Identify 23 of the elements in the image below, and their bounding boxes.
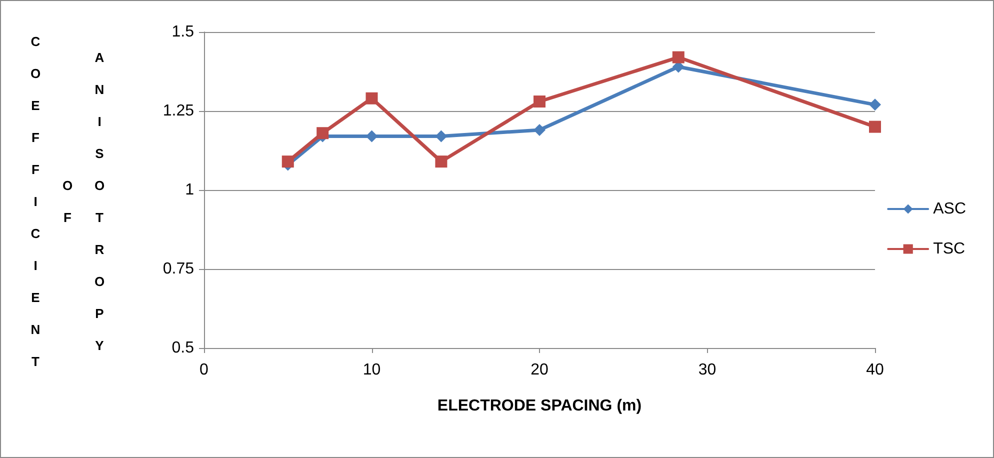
y-tick-label: 0.5 bbox=[172, 340, 194, 356]
point bbox=[366, 92, 378, 104]
point bbox=[869, 120, 881, 133]
point bbox=[534, 124, 546, 136]
x-axis-title: ELECTRODE SPACING (m) bbox=[437, 398, 642, 414]
y-tick-label: 1.25 bbox=[162, 102, 194, 120]
point bbox=[672, 51, 684, 64]
point bbox=[869, 98, 881, 111]
point bbox=[282, 156, 294, 168]
legend-label: ASC bbox=[933, 200, 966, 218]
x-tick-label: 0 bbox=[200, 362, 209, 378]
text: COEFFICIENT OF ANISOTROPY bbox=[28, 34, 107, 386]
legend-label: TSC bbox=[933, 240, 966, 258]
x-tick-label: 10 bbox=[362, 362, 381, 378]
point bbox=[534, 96, 546, 108]
point bbox=[435, 156, 448, 168]
x-tick-label: 30 bbox=[698, 362, 716, 378]
x-tick-label: 40 bbox=[866, 362, 884, 378]
x-tick-label: 20 bbox=[530, 362, 548, 378]
y-tick-label: 0.75 bbox=[162, 260, 194, 278]
y-tick-label: 1.5 bbox=[172, 24, 194, 40]
y-tick-label: 1 bbox=[185, 182, 194, 198]
point bbox=[316, 127, 329, 140]
